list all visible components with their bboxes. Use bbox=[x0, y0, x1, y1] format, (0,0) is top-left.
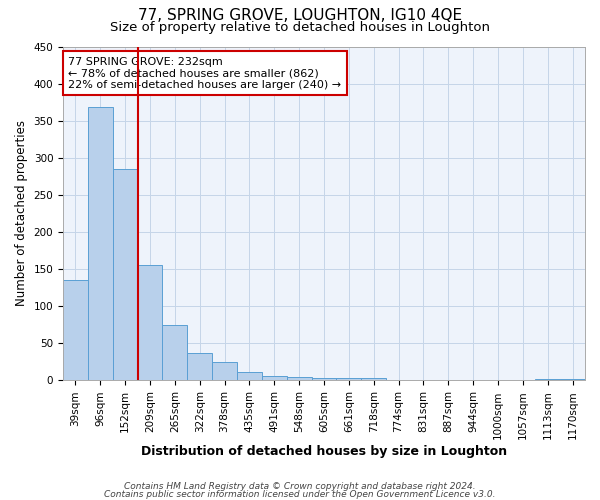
Y-axis label: Number of detached properties: Number of detached properties bbox=[15, 120, 28, 306]
Bar bbox=[287, 377, 311, 380]
Bar bbox=[311, 378, 337, 380]
Bar bbox=[560, 379, 585, 380]
Bar bbox=[535, 379, 560, 380]
Bar bbox=[237, 372, 262, 380]
Text: Contains public sector information licensed under the Open Government Licence v3: Contains public sector information licen… bbox=[104, 490, 496, 499]
Bar bbox=[361, 378, 386, 380]
Bar bbox=[187, 353, 212, 380]
Bar bbox=[163, 325, 187, 380]
Bar bbox=[337, 378, 361, 380]
Bar bbox=[113, 169, 137, 380]
Bar bbox=[137, 266, 163, 380]
Bar bbox=[262, 376, 287, 380]
Text: Contains HM Land Registry data © Crown copyright and database right 2024.: Contains HM Land Registry data © Crown c… bbox=[124, 482, 476, 491]
Text: 77 SPRING GROVE: 232sqm
← 78% of detached houses are smaller (862)
22% of semi-d: 77 SPRING GROVE: 232sqm ← 78% of detache… bbox=[68, 56, 341, 90]
Text: 77, SPRING GROVE, LOUGHTON, IG10 4QE: 77, SPRING GROVE, LOUGHTON, IG10 4QE bbox=[138, 8, 462, 22]
Bar bbox=[88, 108, 113, 380]
X-axis label: Distribution of detached houses by size in Loughton: Distribution of detached houses by size … bbox=[141, 444, 507, 458]
Bar bbox=[63, 280, 88, 380]
Text: Size of property relative to detached houses in Loughton: Size of property relative to detached ho… bbox=[110, 21, 490, 34]
Bar bbox=[212, 362, 237, 380]
